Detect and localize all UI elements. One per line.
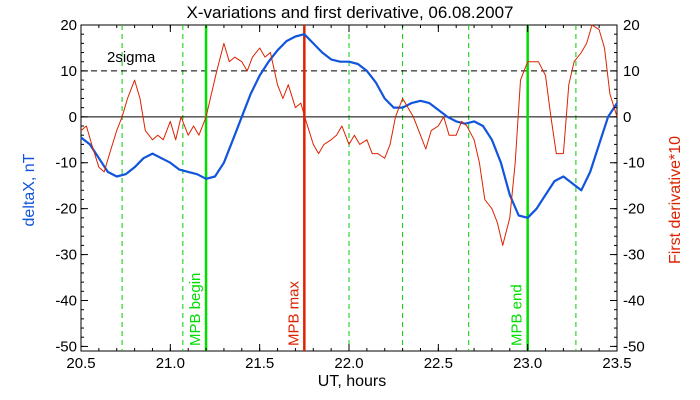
y-left-tick-label-0: 20 xyxy=(60,17,77,34)
y-right-tick-label-7: -50 xyxy=(623,338,645,355)
x-axis-ticks: 20.5 21.0 21.5 22.0 22.5 23.0 23.5 xyxy=(66,25,632,372)
two-sigma-label: 2sigma xyxy=(107,49,156,66)
derivative-series-line xyxy=(80,24,618,246)
y-left-tick-label-1: 10 xyxy=(60,63,77,80)
y-right-tick-label-6: -40 xyxy=(623,292,645,309)
y-axis-left-label: deltaX, nT xyxy=(21,153,38,226)
y-right-tick-label-1: 10 xyxy=(623,63,640,80)
mpb-markers: MPB begin MPB max MPB end xyxy=(187,25,529,351)
mpb_max-label: MPB max xyxy=(285,280,302,346)
x-tick-label-6: 23.5 xyxy=(602,355,631,372)
y-right-tick-label-2: 0 xyxy=(623,109,631,126)
guide-lines xyxy=(121,25,577,351)
mpb_begin-label: MPB begin xyxy=(187,273,204,346)
y-right-tick-label-0: 20 xyxy=(623,17,640,34)
y-axis-left-ticks: 20 10 0 -10 -20 -30 -40 -50 xyxy=(55,17,88,355)
chart-title: X-variations and first derivative, 06.08… xyxy=(187,3,514,22)
x-tick-label-3: 22.0 xyxy=(334,355,363,372)
x-tick-label-1: 21.0 xyxy=(156,355,185,372)
x-tick-label-4: 22.5 xyxy=(424,355,453,372)
y-left-tick-label-3: -10 xyxy=(55,155,77,172)
x-tick-label-2: 21.5 xyxy=(245,355,274,372)
series-group xyxy=(80,24,618,246)
y-right-tick-label-4: -20 xyxy=(623,201,645,218)
x-axis-label: UT, hours xyxy=(318,373,386,390)
y-left-tick-label-7: -50 xyxy=(55,338,77,355)
y-axis-right-label: First derivative*10 xyxy=(667,136,684,264)
mpb_end-label: MPB end xyxy=(509,284,526,346)
y-left-tick-label-2: 0 xyxy=(69,109,77,126)
deltax-series-line xyxy=(80,33,618,219)
y-axis-right-ticks: 20 10 0 -10 -20 -30 -40 -50 xyxy=(610,17,645,355)
y-left-tick-label-5: -30 xyxy=(55,247,77,264)
x-tick-label-0: 20.5 xyxy=(66,355,95,372)
y-left-tick-label-4: -20 xyxy=(55,201,77,218)
x-tick-label-5: 23.0 xyxy=(513,355,542,372)
y-left-tick-label-6: -40 xyxy=(55,292,77,309)
y-right-tick-label-3: -10 xyxy=(623,155,645,172)
y-right-tick-label-5: -30 xyxy=(623,247,645,264)
